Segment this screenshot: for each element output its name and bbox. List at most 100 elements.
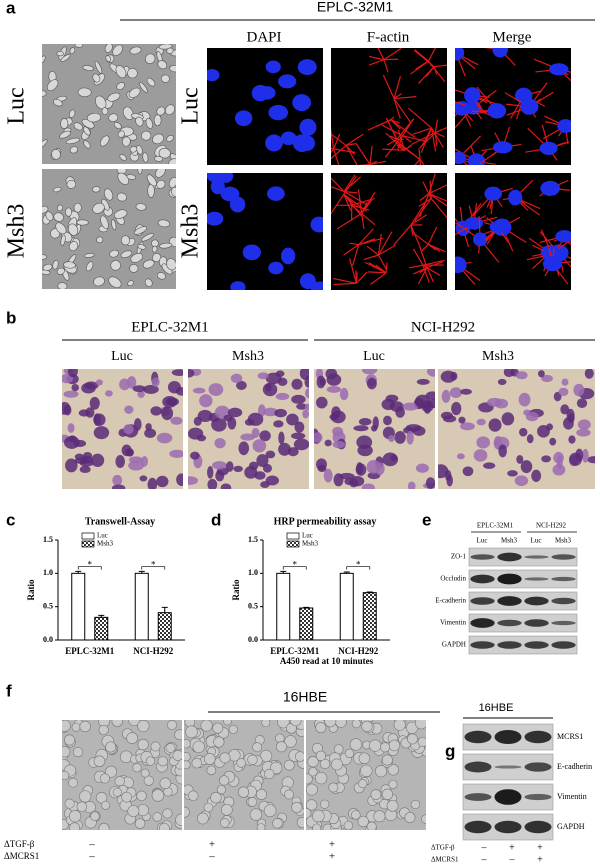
blot-band — [494, 820, 522, 834]
cell — [291, 378, 303, 390]
cell — [99, 135, 110, 147]
actin — [333, 148, 340, 165]
cell — [117, 130, 125, 138]
cell — [59, 130, 71, 139]
cell — [77, 87, 92, 97]
cell — [361, 369, 378, 375]
cell — [111, 219, 117, 231]
actin — [382, 148, 405, 151]
actin — [390, 119, 416, 138]
actin — [394, 96, 417, 100]
cell — [393, 720, 406, 731]
cell — [42, 55, 46, 65]
blot-bg — [468, 635, 578, 655]
cell — [109, 249, 119, 258]
cell — [117, 172, 129, 185]
cell — [296, 816, 304, 828]
x-tick-label: EPLC-32M1 — [65, 646, 114, 656]
cell — [115, 454, 125, 469]
cell — [446, 474, 453, 487]
image-content — [188, 369, 309, 489]
actin — [383, 48, 402, 61]
cell — [71, 722, 81, 732]
cell — [130, 253, 143, 263]
cell — [395, 406, 405, 418]
cell — [563, 417, 574, 430]
column-label: F-actin — [367, 29, 410, 45]
cell — [98, 724, 109, 736]
cell — [312, 809, 325, 823]
significance: * — [293, 560, 298, 570]
significance-bracket — [346, 566, 371, 570]
cell — [339, 387, 349, 401]
cell — [53, 99, 63, 107]
cell — [219, 818, 230, 828]
cell — [353, 425, 369, 432]
cell — [264, 768, 275, 780]
blot-band — [470, 597, 495, 605]
cell — [230, 373, 243, 383]
treatment-mark: + — [537, 854, 543, 864]
cell — [244, 465, 258, 479]
treatment-mark: + — [329, 839, 335, 851]
cell — [326, 385, 342, 393]
actin — [426, 267, 434, 283]
column-label: Msh3 — [232, 349, 264, 364]
actin — [368, 59, 385, 66]
nucleus — [299, 118, 317, 136]
cell — [333, 473, 344, 487]
y-tick-label: 0.5 — [248, 601, 258, 610]
cell — [170, 416, 183, 425]
cell — [332, 440, 346, 449]
significance: * — [88, 560, 93, 570]
blot-band — [464, 730, 492, 744]
cell — [368, 739, 382, 752]
row-label: Msh3 — [4, 204, 30, 259]
actin — [422, 259, 445, 266]
cell — [456, 453, 465, 460]
cell — [351, 810, 361, 820]
cell — [256, 823, 266, 830]
actin — [351, 244, 360, 266]
cell — [166, 258, 176, 271]
micrograph — [438, 369, 595, 489]
cell — [132, 385, 146, 393]
legend-swatch — [81, 532, 95, 540]
cell — [151, 245, 158, 253]
actin — [331, 193, 345, 215]
cell — [119, 154, 127, 161]
blot-band — [524, 596, 549, 606]
nucleus — [492, 141, 513, 154]
actin — [385, 117, 398, 140]
cell — [104, 188, 114, 201]
actin — [419, 267, 428, 274]
actin — [363, 254, 379, 261]
cell — [381, 398, 395, 411]
cell — [132, 763, 142, 773]
cell — [89, 396, 100, 410]
blot-band — [494, 789, 522, 805]
actin — [361, 213, 365, 229]
nucleus — [487, 103, 507, 119]
cell — [73, 202, 82, 213]
cell — [124, 405, 134, 414]
cell — [273, 420, 284, 428]
column-label: Luc — [111, 349, 133, 364]
cell — [65, 458, 78, 473]
cell — [72, 747, 84, 758]
nucleus — [455, 48, 465, 61]
cell — [53, 186, 62, 193]
row-label: Luc — [4, 87, 30, 124]
image-content — [62, 720, 182, 830]
error-bar — [303, 606, 310, 608]
actin — [343, 194, 352, 211]
significance: * — [356, 560, 361, 570]
cell — [537, 370, 545, 378]
cell — [212, 722, 224, 734]
micrograph — [62, 720, 182, 830]
cell — [146, 77, 156, 87]
panel-label: f — [6, 681, 12, 700]
cell — [51, 149, 61, 160]
column-label: Msh3 — [482, 349, 514, 364]
